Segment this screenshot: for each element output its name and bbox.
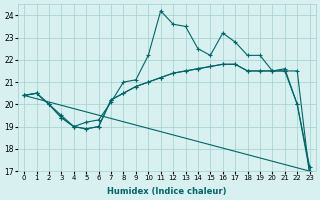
X-axis label: Humidex (Indice chaleur): Humidex (Indice chaleur)	[107, 187, 227, 196]
